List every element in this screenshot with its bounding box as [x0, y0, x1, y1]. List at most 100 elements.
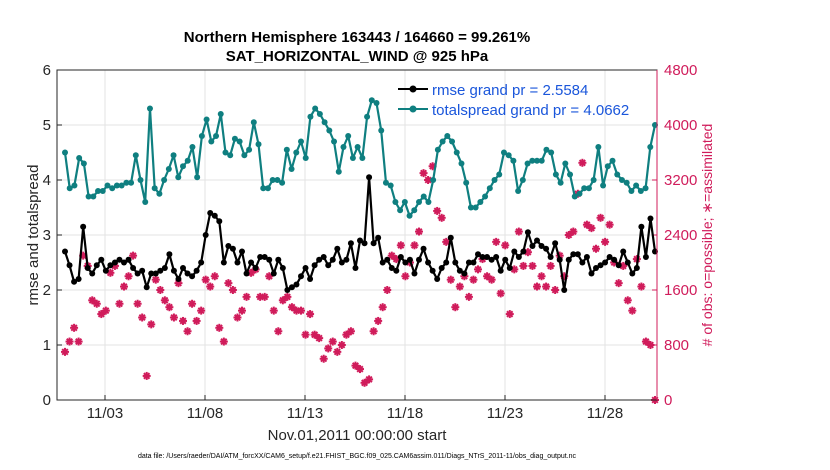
y-axis-label-right: # of obs: o=possible; ∗=assimilated	[699, 124, 715, 347]
obs-point	[537, 272, 546, 281]
obs-point	[151, 275, 160, 284]
obs-point	[120, 282, 128, 291]
chart-subtitle: SAT_HORIZONTAL_WIND @ 925 hPa	[226, 48, 489, 65]
obs-point	[115, 299, 124, 308]
obs-point	[283, 292, 292, 301]
spread-point	[293, 149, 300, 156]
spread-point	[633, 182, 640, 189]
spread-point	[543, 146, 550, 153]
obs-point	[124, 272, 133, 281]
spread-point	[109, 185, 116, 192]
rmse-point	[538, 243, 545, 249]
obs-point	[70, 323, 79, 332]
spread-point	[321, 119, 328, 126]
obs-point	[142, 371, 151, 380]
rmse-point	[284, 287, 291, 293]
obs-point	[587, 224, 596, 233]
rmse-point	[488, 256, 495, 263]
obs-point	[228, 286, 237, 294]
spread-point	[590, 177, 597, 183]
obs-point	[242, 292, 251, 301]
rmse-point	[379, 259, 386, 266]
spread-point	[85, 193, 92, 200]
obs-point	[396, 241, 405, 250]
rmse-point	[334, 245, 341, 252]
rmse-point	[93, 262, 100, 269]
rmse-point	[84, 265, 91, 271]
rmse-point	[343, 256, 350, 263]
rmse-point	[416, 256, 422, 263]
rmse-point	[583, 254, 590, 260]
rmse-point	[130, 265, 137, 271]
rmse-point	[479, 254, 486, 260]
spread-point	[264, 185, 271, 192]
right-axis-ticks: 0 800 1600 2400 3200 4000 4800	[652, 62, 697, 409]
spread-point	[628, 188, 635, 194]
spread-point	[198, 133, 205, 139]
spread-point	[194, 174, 201, 181]
obs-point	[451, 303, 460, 312]
spread-point	[142, 199, 149, 205]
x-axis-label: Nov.01,2011 00:00:00 start	[268, 427, 448, 444]
obs-point	[315, 334, 324, 343]
rmse-point	[189, 273, 196, 280]
obs-point	[419, 169, 428, 178]
spread-point	[316, 111, 323, 117]
tick-label-left: 3	[43, 227, 51, 244]
spread-point	[241, 152, 248, 159]
obs-point	[528, 261, 537, 270]
spread-point	[515, 188, 522, 194]
spread-point	[368, 97, 375, 104]
tick-label-left: 5	[43, 117, 51, 134]
spread-point	[576, 190, 583, 197]
spread-point	[401, 199, 408, 205]
spread-point	[170, 152, 177, 159]
obs-point	[61, 347, 69, 356]
rmse-point	[121, 259, 127, 266]
obs-point	[297, 306, 305, 315]
obs-point	[233, 313, 242, 322]
obs-point	[324, 344, 333, 353]
rmse-point	[261, 254, 268, 260]
tick-label-right: 1600	[664, 282, 697, 299]
obs-point	[623, 296, 632, 305]
spread-point	[524, 160, 531, 167]
rmse-point	[593, 265, 599, 271]
spread-point	[132, 152, 139, 159]
rmse-point	[307, 276, 314, 282]
obs-point	[328, 337, 337, 346]
rmse-point	[243, 270, 250, 277]
spread-point	[123, 179, 130, 186]
rmse-point	[402, 259, 409, 266]
obs-point	[505, 310, 514, 319]
spread-point	[562, 160, 569, 167]
obs-point	[519, 261, 528, 270]
spread-point	[581, 185, 588, 192]
obs-point	[365, 375, 374, 384]
rmse-point	[465, 259, 472, 266]
tick-label-left: 4	[43, 172, 51, 189]
rmse-point	[270, 270, 277, 277]
spread-point	[161, 177, 168, 183]
rmse-point	[511, 248, 518, 255]
data-file-footnote: data file: /Users/raeder/DAI/ATM_forcXX/…	[138, 453, 577, 460]
rmse-point	[388, 265, 395, 271]
rmse-point	[615, 262, 622, 269]
rmse-point	[638, 223, 645, 230]
rmse-point	[420, 245, 427, 252]
tick-label-right: 4000	[664, 117, 697, 134]
spread-point	[439, 138, 446, 145]
rmse-point	[565, 256, 572, 263]
rmse-point	[461, 270, 468, 277]
obs-point	[274, 327, 283, 336]
spread-point	[175, 174, 182, 181]
obs-point	[614, 279, 623, 288]
rmse-point	[98, 256, 105, 263]
rmse-point	[139, 267, 146, 274]
spread-point	[269, 177, 276, 183]
obs-point	[546, 261, 555, 270]
rmse-point	[547, 254, 554, 260]
spread-point	[595, 144, 602, 150]
obs-point	[569, 227, 578, 236]
rmse-point	[561, 287, 568, 293]
